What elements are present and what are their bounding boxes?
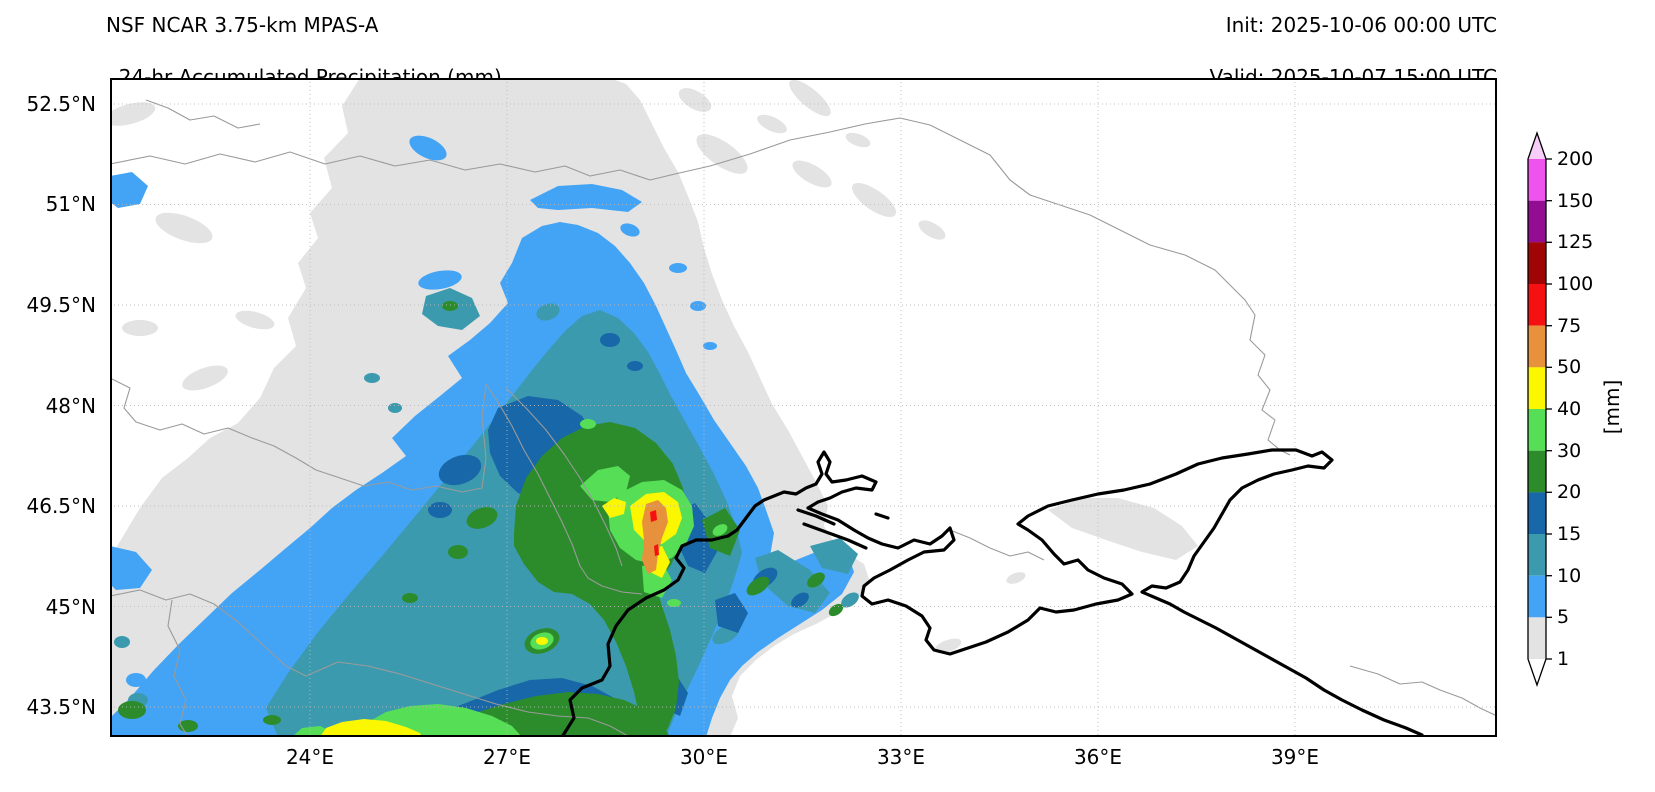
colorbar-seg-40-50	[1528, 367, 1546, 409]
colorbar	[1527, 131, 1552, 687]
colorbar-seg-20-30	[1528, 450, 1546, 493]
precip-layer-50-75mm	[642, 500, 668, 574]
country-borders	[110, 99, 1497, 737]
lat-tick-label: 45°N	[45, 595, 96, 619]
lon-tick-label: 36°E	[1073, 745, 1123, 769]
colorbar-arrow-bottom	[1528, 659, 1546, 685]
colorbar-seg-75-100	[1528, 284, 1546, 326]
map-area	[110, 78, 1497, 737]
lat-tick-label: 52.5°N	[26, 92, 97, 116]
lon-tick-label: 30°E	[679, 745, 729, 769]
colorbar-seg-50-75	[1528, 325, 1546, 368]
lat-tick-label: 46.5°N	[26, 494, 97, 518]
colorbar-tick-label: 1	[1557, 648, 1570, 670]
colorbar-tick-label: 10	[1557, 565, 1582, 587]
colorbar-ticks	[1546, 158, 1552, 660]
colorbar-seg-1-5	[1528, 617, 1546, 659]
colorbar-seg-10-15	[1528, 534, 1546, 576]
colorbar-tick-label: 125	[1557, 231, 1594, 253]
lon-tick-label: 39°E	[1270, 745, 1320, 769]
colorbar-tick-label: 75	[1557, 315, 1582, 337]
colorbar-tick-label: 40	[1557, 398, 1582, 420]
colorbar-tick-label: 30	[1557, 440, 1582, 462]
precip-layer-75-100mm	[650, 510, 659, 556]
coastline	[560, 448, 1424, 737]
colorbar-tick-label: 15	[1557, 523, 1582, 545]
colorbar-tick-label: 200	[1557, 148, 1594, 170]
lat-tick-label: 51°N	[45, 192, 96, 216]
colorbar-tick-label: 50	[1557, 356, 1582, 378]
colorbar-seg-150-200	[1528, 159, 1546, 201]
lat-tick-label: 48°N	[45, 394, 96, 418]
map-canvas	[110, 78, 1497, 737]
model-title: NSF NCAR 3.75-km MPAS-A	[106, 13, 379, 37]
lon-tick-label: 24°E	[285, 745, 335, 769]
lat-tick-label: 43.5°N	[26, 695, 97, 719]
colorbar-seg-100-125	[1528, 242, 1546, 284]
colorbar-seg-5-10	[1528, 575, 1546, 618]
colorbar-tick-label: 5	[1557, 606, 1570, 628]
colorbar-unit-label: [mm]	[1600, 379, 1624, 435]
colorbar-tick-label: 20	[1557, 481, 1582, 503]
colorbar-seg-15-20	[1528, 492, 1546, 534]
colorbar-tick-label: 100	[1557, 273, 1594, 295]
colorbar-arrow-top	[1528, 133, 1546, 159]
plot-frame	[110, 78, 1497, 737]
lon-tick-label: 27°E	[482, 745, 532, 769]
colorbar-seg-125-150	[1528, 200, 1546, 243]
init-time-label: Init: 2025-10-06 00:00 UTC	[1225, 13, 1497, 37]
colorbar-tick-label: 150	[1557, 190, 1594, 212]
lat-tick-label: 49.5°N	[26, 293, 97, 317]
colorbar-seg-30-40	[1528, 409, 1546, 451]
lon-tick-label: 33°E	[876, 745, 926, 769]
